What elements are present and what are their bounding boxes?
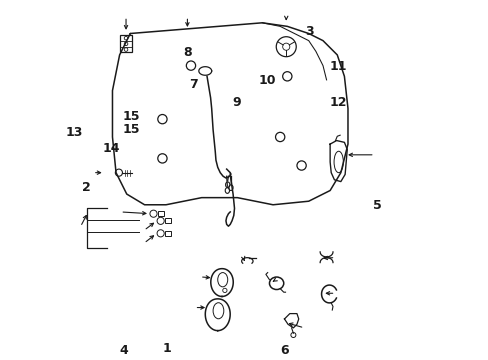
Text: 10: 10 xyxy=(259,74,276,87)
Text: 15: 15 xyxy=(122,123,140,136)
Text: 12: 12 xyxy=(328,95,346,108)
Text: 7: 7 xyxy=(189,78,198,91)
Bar xyxy=(164,231,170,236)
Text: 1: 1 xyxy=(162,342,171,355)
Bar xyxy=(164,218,170,223)
Text: 2: 2 xyxy=(82,181,91,194)
Bar xyxy=(158,211,164,216)
Text: 5: 5 xyxy=(372,199,381,212)
Text: 6: 6 xyxy=(280,344,288,357)
Text: 14: 14 xyxy=(103,142,120,155)
Text: 11: 11 xyxy=(328,60,346,73)
Text: 9: 9 xyxy=(232,95,241,108)
Text: 8: 8 xyxy=(183,46,191,59)
Text: 13: 13 xyxy=(65,126,82,139)
Text: 3: 3 xyxy=(305,25,313,38)
Text: 15: 15 xyxy=(122,110,140,123)
Text: 4: 4 xyxy=(119,344,128,357)
